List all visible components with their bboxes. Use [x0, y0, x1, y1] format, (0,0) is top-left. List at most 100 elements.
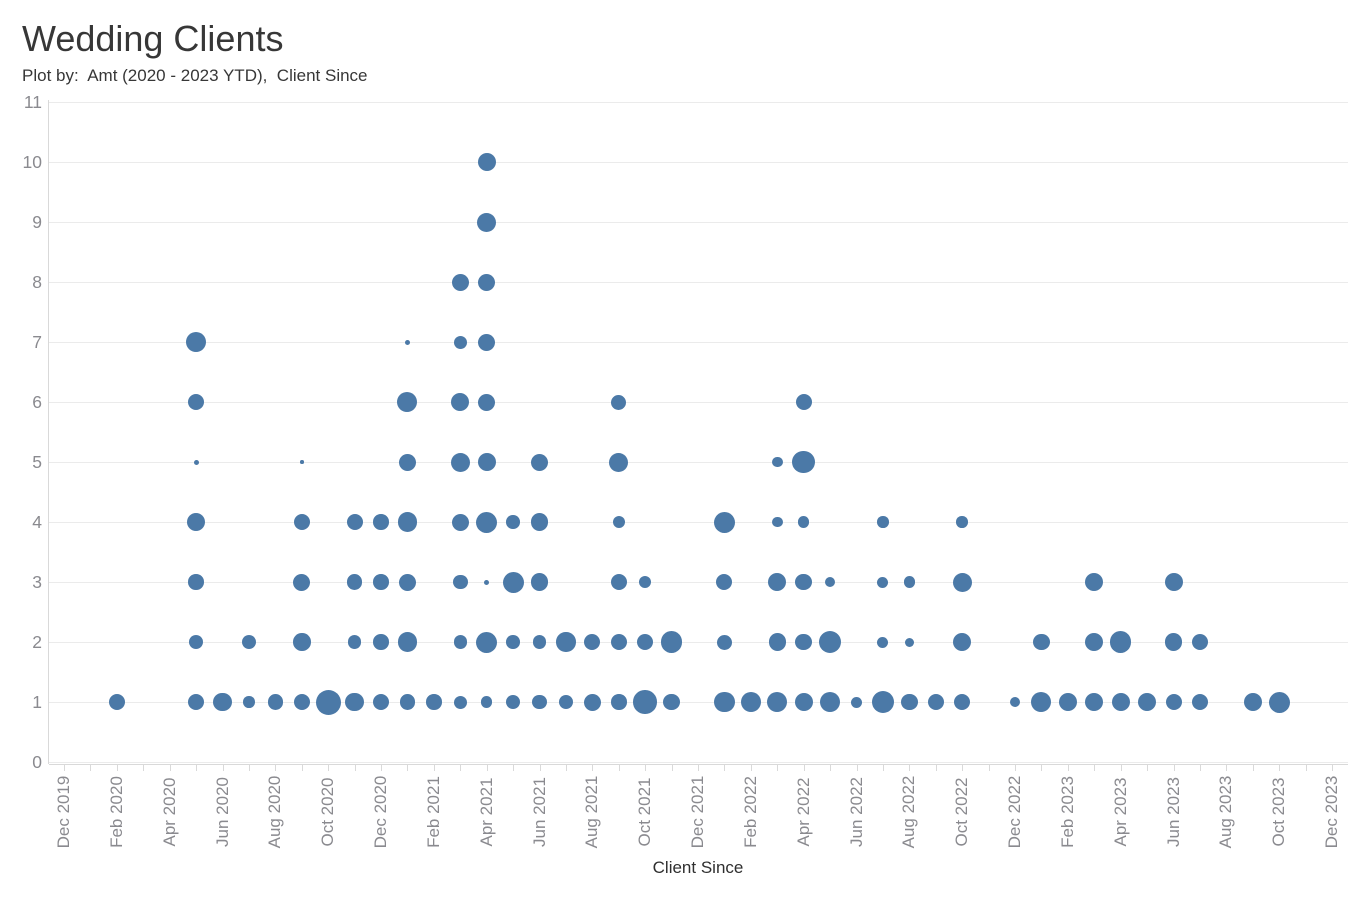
data-point[interactable]	[714, 691, 735, 713]
data-point[interactable]	[1268, 691, 1290, 713]
data-point[interactable]	[480, 696, 493, 708]
data-point[interactable]	[243, 696, 255, 708]
data-point[interactable]	[530, 513, 549, 531]
data-point[interactable]	[663, 693, 680, 711]
data-point[interactable]	[373, 574, 389, 590]
data-point[interactable]	[453, 695, 467, 709]
data-point[interactable]	[953, 633, 972, 651]
data-point[interactable]	[795, 633, 812, 651]
data-point[interactable]	[293, 694, 310, 710]
data-point[interactable]	[851, 696, 862, 708]
data-point[interactable]	[1058, 693, 1077, 711]
data-point[interactable]	[1010, 697, 1020, 707]
data-point[interactable]	[186, 512, 206, 532]
data-point[interactable]	[315, 689, 341, 715]
data-point[interactable]	[713, 511, 735, 533]
data-point[interactable]	[1164, 573, 1183, 591]
data-point[interactable]	[611, 394, 627, 410]
data-point[interactable]	[740, 692, 761, 712]
data-point[interactable]	[478, 273, 496, 291]
data-point[interactable]	[954, 694, 971, 710]
data-point[interactable]	[1033, 633, 1050, 651]
data-point[interactable]	[877, 516, 889, 528]
data-point[interactable]	[1165, 694, 1182, 710]
data-point[interactable]	[506, 635, 520, 649]
data-point[interactable]	[610, 574, 627, 590]
data-point[interactable]	[792, 450, 815, 474]
data-point[interactable]	[188, 574, 204, 590]
data-point[interactable]	[398, 573, 416, 591]
data-point[interactable]	[531, 453, 548, 471]
data-point[interactable]	[772, 516, 783, 528]
data-point[interactable]	[373, 694, 389, 710]
data-point[interactable]	[346, 514, 363, 530]
data-point[interactable]	[1111, 693, 1130, 711]
data-point[interactable]	[633, 690, 657, 714]
data-point[interactable]	[399, 694, 416, 710]
data-point[interactable]	[397, 392, 418, 412]
data-point[interactable]	[293, 514, 310, 530]
data-point[interactable]	[1031, 692, 1052, 712]
data-point[interactable]	[639, 576, 652, 588]
data-point[interactable]	[530, 573, 549, 591]
data-point[interactable]	[300, 460, 304, 464]
data-point[interactable]	[768, 573, 787, 591]
data-point[interactable]	[901, 693, 918, 711]
data-point[interactable]	[188, 694, 205, 710]
data-point[interactable]	[426, 694, 442, 710]
data-point[interactable]	[397, 512, 418, 532]
data-point[interactable]	[373, 514, 389, 530]
data-point[interactable]	[505, 694, 521, 710]
data-point[interactable]	[903, 576, 916, 588]
data-point[interactable]	[956, 516, 968, 528]
data-point[interactable]	[293, 573, 311, 591]
data-point[interactable]	[795, 394, 812, 410]
data-point[interactable]	[373, 634, 389, 650]
data-point[interactable]	[637, 634, 654, 650]
data-point[interactable]	[583, 693, 601, 711]
data-point[interactable]	[1164, 633, 1183, 651]
data-point[interactable]	[556, 632, 576, 652]
data-point[interactable]	[397, 632, 418, 652]
data-point[interactable]	[772, 456, 783, 468]
data-point[interactable]	[1191, 693, 1209, 711]
data-point[interactable]	[398, 453, 416, 471]
data-point[interactable]	[532, 635, 547, 649]
data-point[interactable]	[450, 452, 470, 472]
data-point[interactable]	[660, 631, 683, 653]
data-point[interactable]	[506, 515, 520, 529]
data-point[interactable]	[478, 333, 496, 351]
data-point[interactable]	[558, 694, 574, 710]
data-point[interactable]	[609, 452, 629, 472]
data-point[interactable]	[267, 694, 284, 710]
data-point[interactable]	[825, 577, 836, 587]
data-point[interactable]	[904, 637, 914, 647]
data-point[interactable]	[451, 513, 469, 531]
data-point[interactable]	[478, 393, 496, 411]
data-point[interactable]	[584, 634, 601, 650]
data-point[interactable]	[451, 273, 469, 291]
data-point[interactable]	[453, 335, 467, 349]
data-point[interactable]	[716, 574, 733, 590]
data-point[interactable]	[820, 692, 841, 712]
data-point[interactable]	[484, 579, 490, 585]
data-point[interactable]	[768, 633, 786, 651]
data-point[interactable]	[767, 692, 788, 712]
data-point[interactable]	[293, 633, 311, 651]
data-point[interactable]	[188, 394, 205, 410]
data-point[interactable]	[476, 511, 498, 533]
data-point[interactable]	[716, 634, 732, 650]
data-point[interactable]	[476, 631, 498, 653]
data-point[interactable]	[1138, 693, 1157, 711]
data-point[interactable]	[188, 634, 204, 650]
data-point[interactable]	[818, 630, 842, 654]
data-point[interactable]	[186, 332, 207, 352]
data-point[interactable]	[797, 516, 810, 528]
data-point[interactable]	[1085, 633, 1104, 651]
data-point[interactable]	[794, 693, 813, 711]
data-point[interactable]	[502, 571, 524, 593]
data-point[interactable]	[453, 635, 467, 649]
data-point[interactable]	[347, 635, 362, 649]
data-point[interactable]	[532, 694, 547, 710]
data-point[interactable]	[877, 576, 889, 588]
